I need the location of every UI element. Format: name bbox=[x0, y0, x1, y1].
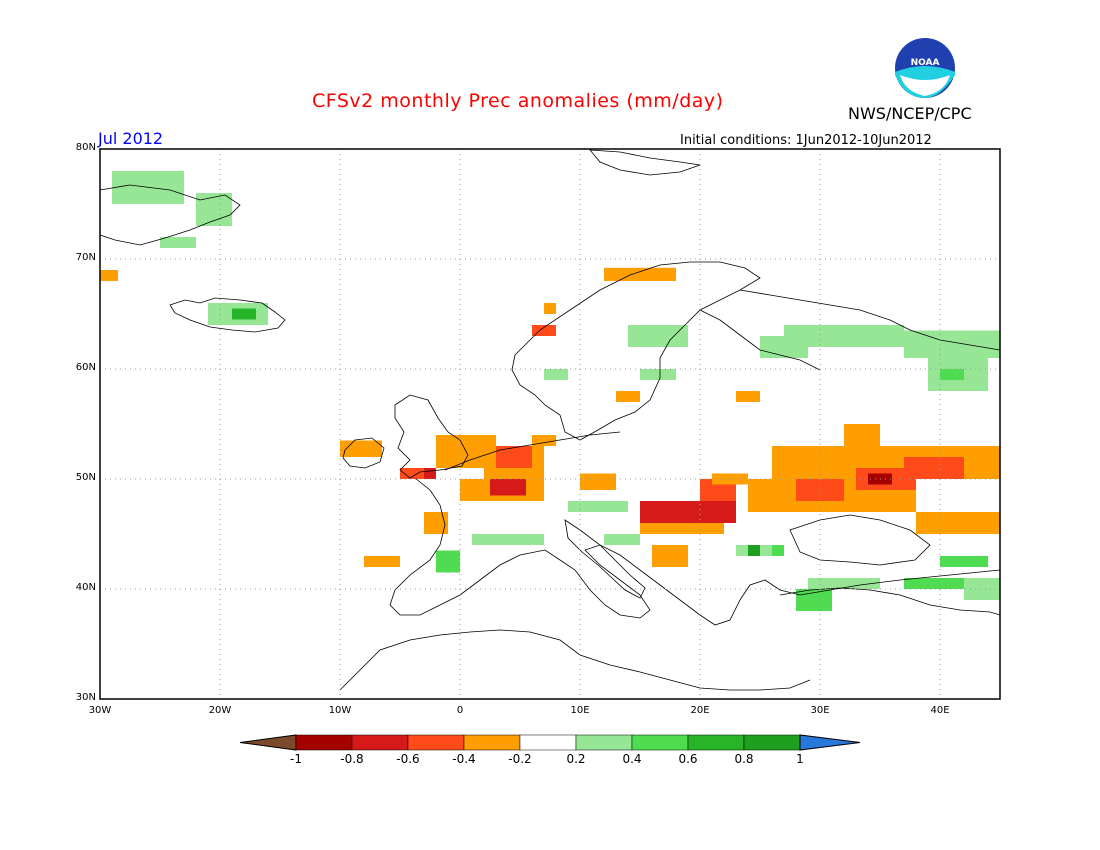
lon-tick-label: 20E bbox=[690, 705, 710, 716]
anomaly-cell bbox=[904, 330, 1000, 358]
lat-tick-label: 70N bbox=[75, 252, 96, 263]
noaa-logo-icon: NOAA bbox=[895, 38, 955, 98]
anomaly-cell bbox=[940, 556, 988, 567]
anomaly-cell bbox=[784, 325, 904, 347]
colorbar-swatch bbox=[743, 734, 801, 751]
anomaly-cell bbox=[628, 325, 688, 347]
anomaly-cell bbox=[736, 391, 760, 402]
colorbar-swatch bbox=[575, 734, 633, 751]
colorbar-label: -0.6 bbox=[396, 752, 419, 766]
anomaly-cell bbox=[472, 534, 544, 545]
anomaly-cell bbox=[580, 473, 616, 490]
lon-tick-label: 30E bbox=[810, 705, 830, 716]
anomaly-cell bbox=[640, 369, 676, 380]
lon-tick-label: 10W bbox=[328, 705, 352, 716]
anomaly-cell bbox=[652, 545, 688, 567]
chart-title: CFSv2 monthly Prec anomalies (mm/day) bbox=[312, 90, 724, 112]
anomaly-cell bbox=[916, 512, 1000, 534]
noaa-logo-text: NOAA bbox=[911, 58, 940, 68]
lon-tick-label: 20W bbox=[208, 705, 232, 716]
anomaly-cell bbox=[844, 424, 880, 446]
colorbar-arrow-high bbox=[799, 734, 861, 751]
colorbar-label: -0.4 bbox=[452, 752, 475, 766]
colorbar: -1 -0.8 -0.6 -0.4 -0.2 0.2 0.4 0.6 0.8 1 bbox=[239, 734, 861, 766]
map-frame bbox=[99, 148, 1001, 700]
colorbar-label: 0.2 bbox=[566, 752, 585, 766]
colorbar-swatch bbox=[295, 734, 353, 751]
anomaly-cell bbox=[616, 391, 640, 402]
lat-tick-label: 40N bbox=[75, 582, 96, 593]
anomaly-cell bbox=[904, 457, 964, 479]
lat-tick-label: 80N bbox=[75, 142, 96, 153]
lat-tick-label: 60N bbox=[75, 362, 96, 373]
anomaly-cell bbox=[568, 501, 628, 512]
colorbar-label: -0.8 bbox=[340, 752, 363, 766]
anomaly-cell bbox=[364, 556, 400, 567]
anomaly-cell bbox=[772, 545, 784, 556]
initial-conditions: Initial conditions: 1Jun2012-10Jun2012 bbox=[680, 133, 932, 148]
anomaly-cell bbox=[490, 479, 526, 496]
anomaly-cell bbox=[964, 578, 1000, 600]
anomaly-cell bbox=[748, 545, 760, 556]
lon-tick-label: 30W bbox=[88, 705, 112, 716]
anomaly-cell bbox=[160, 237, 196, 248]
colorbar-label: 0.8 bbox=[734, 752, 753, 766]
anomaly-cell bbox=[544, 369, 568, 380]
anomaly-cell bbox=[496, 446, 532, 468]
anomaly-cell bbox=[604, 267, 676, 281]
anomaly-cell bbox=[436, 550, 460, 573]
anomaly-cell bbox=[940, 369, 964, 380]
colorbar-swatch bbox=[687, 734, 745, 751]
colorbar-label: 1 bbox=[796, 752, 804, 766]
colorbar-label: 0.6 bbox=[678, 752, 697, 766]
colorbar-swatch bbox=[631, 734, 689, 751]
anomaly-cell bbox=[640, 501, 736, 523]
anomaly-cell bbox=[808, 578, 880, 589]
anomaly-cell bbox=[232, 308, 256, 320]
colorbar-swatch bbox=[351, 734, 409, 751]
colorbar-label: 0.4 bbox=[622, 752, 641, 766]
anomaly-cell bbox=[424, 468, 436, 479]
lat-tick-label: 30N bbox=[75, 692, 96, 703]
anomaly-cell bbox=[100, 270, 118, 281]
colorbar-swatch bbox=[407, 734, 465, 751]
lon-tick-label: 40E bbox=[930, 705, 950, 716]
graticule bbox=[100, 149, 1000, 699]
anomaly-cell bbox=[604, 534, 640, 545]
lon-tick-label: 10E bbox=[570, 705, 590, 716]
anomaly-cell bbox=[904, 578, 976, 589]
anomaly-cells bbox=[100, 171, 1000, 611]
colorbar-arrow-low bbox=[239, 734, 297, 751]
anomaly-cell bbox=[532, 435, 556, 446]
colorbar-label: -1 bbox=[290, 752, 302, 766]
colorbar-label: -0.2 bbox=[508, 752, 531, 766]
colorbar-swatch bbox=[519, 734, 577, 751]
lat-tick-label: 50N bbox=[75, 472, 96, 483]
anomaly-cell bbox=[544, 303, 556, 314]
colorbar-swatch bbox=[463, 734, 521, 751]
lon-tick-label: 0 bbox=[456, 705, 464, 716]
anomaly-cell bbox=[424, 512, 448, 534]
coastlines bbox=[99, 149, 1001, 691]
anomaly-cell bbox=[532, 325, 556, 336]
forecast-month: Jul 2012 bbox=[98, 129, 164, 148]
agency-label: NWS/NCEP/CPC bbox=[848, 104, 972, 123]
anomaly-cell bbox=[196, 193, 232, 226]
